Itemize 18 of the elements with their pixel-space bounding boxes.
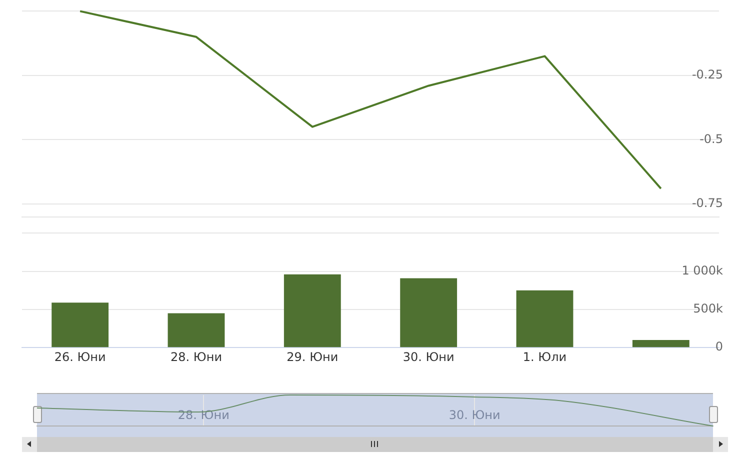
bar xyxy=(168,313,225,348)
y-tick-label: 1 000k xyxy=(682,263,724,278)
bar xyxy=(632,340,690,348)
bar xyxy=(516,290,574,348)
x-tick-label: 26. Юни xyxy=(54,350,106,364)
x-tick-label: 30. Юни xyxy=(448,408,500,422)
bar xyxy=(284,274,341,348)
x-tick-label: 28. Юни xyxy=(170,350,222,364)
y-tick-label: 0 xyxy=(715,340,723,354)
x-tick-label: 29. Юни xyxy=(286,350,338,364)
y-tick-label: -0.5 xyxy=(700,132,723,146)
y-tick-label: -0.25 xyxy=(692,68,723,82)
x-tick-label: 1. Юли xyxy=(522,350,567,364)
bar xyxy=(400,278,458,348)
bar xyxy=(52,302,109,348)
y-tick-label: -0.75 xyxy=(692,196,723,210)
x-tick-label: 30. Юни xyxy=(402,350,454,364)
y-tick-label: 500k xyxy=(693,302,724,316)
